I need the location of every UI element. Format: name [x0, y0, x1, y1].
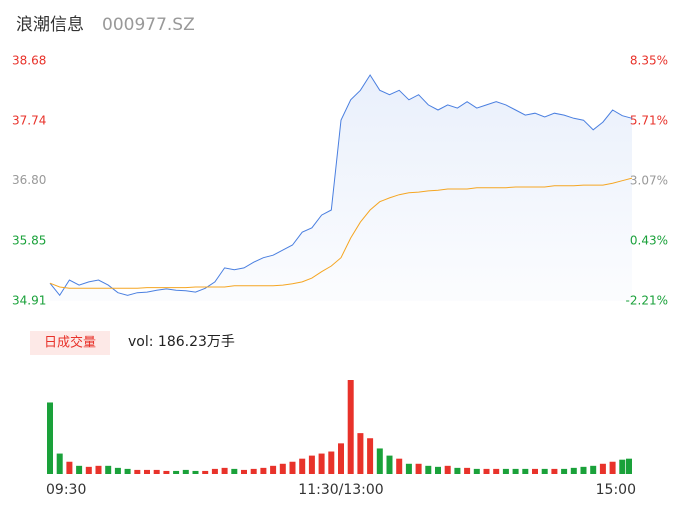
volume-bar [541, 468, 548, 474]
volume-bar [260, 467, 267, 474]
volume-bar [396, 458, 403, 474]
volume-bar [56, 453, 63, 474]
volume-bar [599, 463, 606, 474]
volume-bar [522, 468, 529, 474]
volume-bar [454, 467, 461, 474]
volume-bar [76, 465, 83, 474]
volume-bar [144, 469, 150, 474]
y2-tick-label: 3.07% [630, 174, 668, 188]
volume-bar [124, 468, 131, 474]
volume-bar [318, 453, 325, 474]
x-tick-label: 15:00 [596, 482, 636, 498]
volume-bar [551, 468, 558, 474]
volume-bar [580, 466, 587, 474]
volume-bar [590, 465, 597, 474]
y2-tick-label: 0.43% [630, 234, 668, 248]
volume-bar [502, 468, 509, 474]
volume-bar [211, 468, 218, 474]
volume-bar [425, 465, 432, 474]
volume-bar [47, 402, 53, 474]
volume-label-box [30, 331, 110, 355]
volume-bar [202, 470, 209, 474]
volume-bar [570, 467, 577, 474]
volume-bar [473, 468, 480, 474]
average-line [49, 177, 633, 289]
y2-tick-label: 5.71% [630, 114, 668, 128]
volume-bar [512, 468, 519, 474]
volume-bar [299, 458, 306, 474]
volume-bar [561, 468, 568, 474]
y-tick-label: 38.68 [12, 54, 46, 68]
volume-bar [483, 468, 490, 474]
volume-bar [173, 470, 180, 474]
volume-bar [114, 467, 121, 474]
x-tick-label: 11:30/13:00 [298, 482, 383, 498]
volume-bar [153, 469, 160, 474]
volume-label: 日成交量 [44, 335, 96, 351]
volume-bar [415, 463, 422, 474]
y-tick-label: 37.74 [12, 113, 46, 127]
y-tick-label: 36.80 [12, 173, 46, 187]
volume-summary: vol: 186.23万手 [128, 334, 235, 350]
volume-bar [95, 465, 102, 474]
volume-bar [66, 461, 73, 474]
volume-bar [338, 443, 344, 474]
volume-bar [626, 458, 632, 474]
y-tick-label: 35.85 [12, 234, 46, 248]
volume-bar [250, 468, 257, 474]
x-tick-label: 09:30 [46, 482, 86, 498]
volume-bar [328, 451, 335, 474]
volume-bar [279, 463, 286, 474]
volume-bar [192, 470, 199, 474]
volume-bar [347, 380, 354, 474]
volume-bar [464, 467, 471, 474]
title: 浪潮信息 [16, 15, 84, 35]
volume-bar [182, 469, 189, 474]
volume-bar [619, 459, 626, 474]
volume-bar [163, 470, 170, 474]
volume-bar [105, 465, 112, 474]
volume-bar [357, 433, 364, 474]
subtitle: 000977.SZ [102, 15, 195, 35]
volume-bar [435, 466, 441, 474]
volume-bar [376, 448, 383, 474]
volume-bar [609, 461, 616, 474]
volume-bar [367, 438, 374, 474]
volume-bar [308, 455, 315, 474]
y-tick-label: 34.91 [12, 294, 46, 308]
volume-bar [231, 468, 238, 474]
price-area [50, 75, 632, 301]
volume-bar [405, 463, 412, 474]
y2-tick-label: -2.21% [626, 294, 668, 308]
y2-tick-label: 8.35% [630, 54, 668, 68]
volume-bar [386, 455, 393, 474]
volume-bar [493, 468, 500, 474]
volume-bar [532, 468, 538, 474]
price-line [49, 74, 633, 297]
volume-bar [444, 465, 451, 474]
volume-bar [85, 466, 92, 474]
volume-bar [289, 461, 296, 474]
volume-bar [221, 467, 228, 474]
volume-bar [134, 469, 141, 474]
volume-bar [270, 465, 277, 474]
volume-bar [241, 469, 247, 474]
